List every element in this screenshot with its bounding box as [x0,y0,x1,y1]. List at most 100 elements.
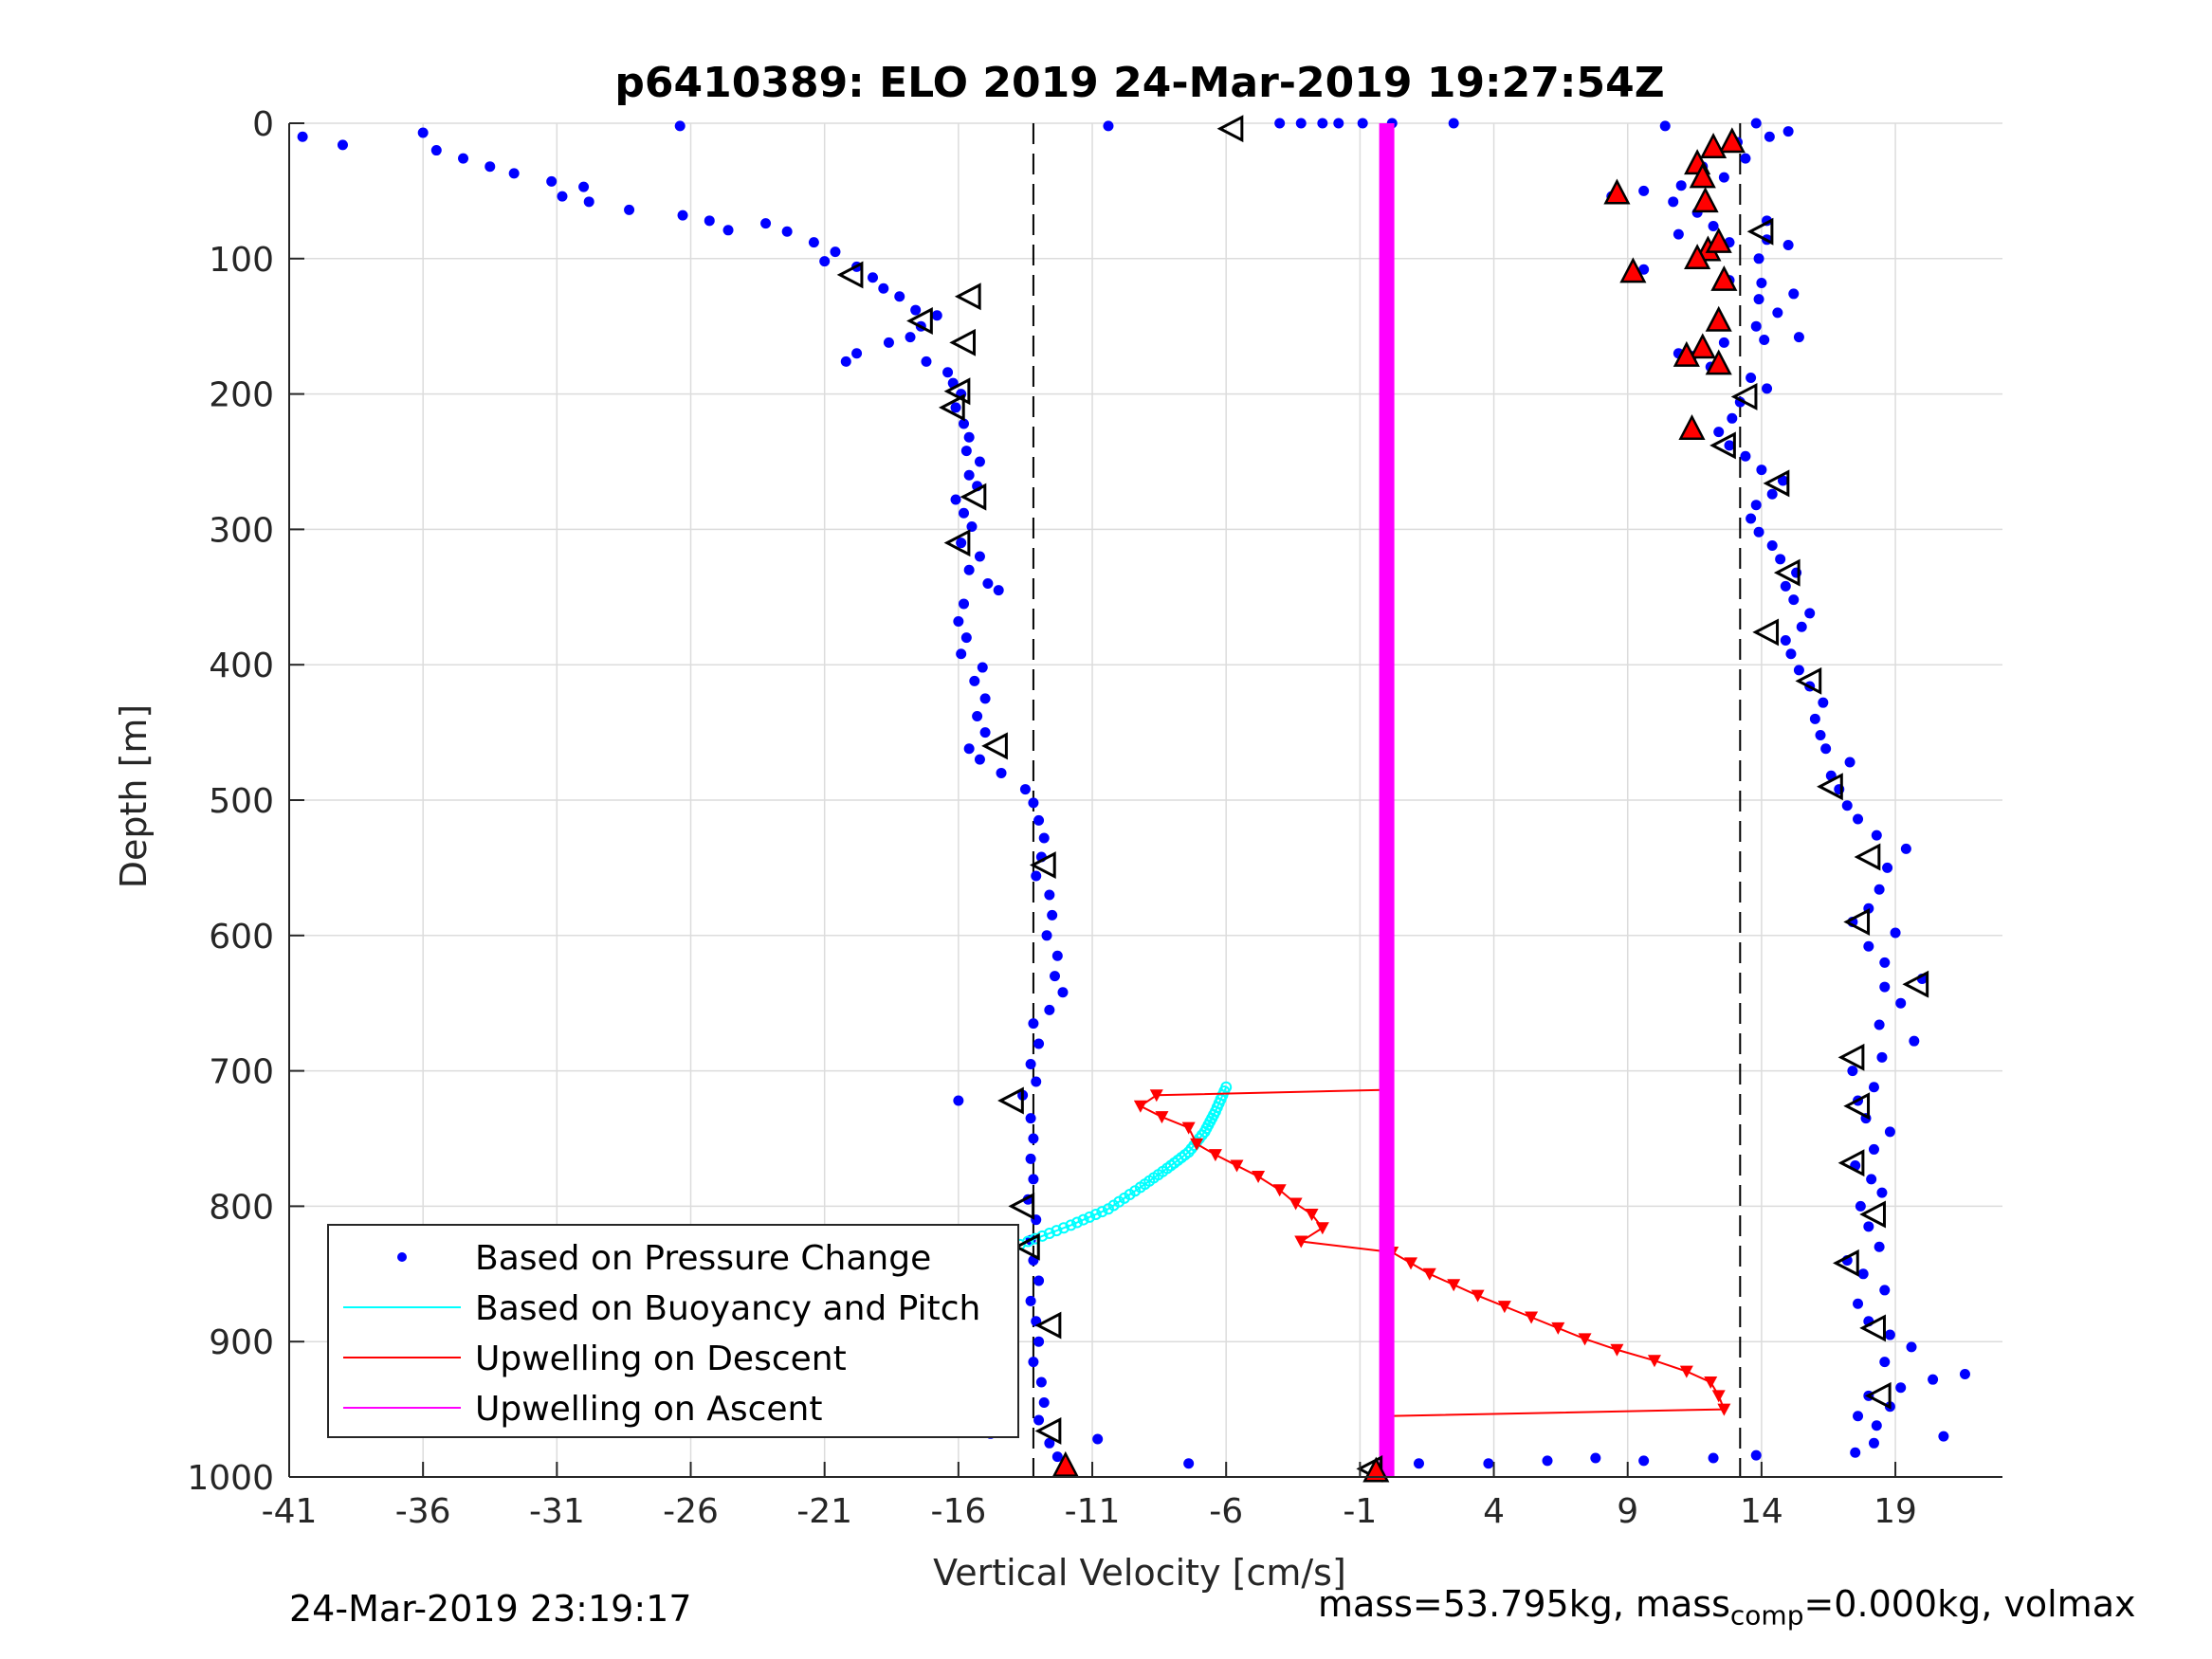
buoyancy-pitch-point [1051,1225,1063,1237]
data-layer [297,115,1970,1483]
pressure-change-point [1876,1187,1888,1198]
pressure-change-point [1033,814,1045,826]
pressure-change-point [1103,120,1114,132]
open-triangle-marker [1216,115,1244,143]
pressure-change-point [963,564,975,575]
pressure-change-point [1033,1414,1045,1426]
pressure-change-point [1019,784,1031,795]
pressure-change-point [1753,294,1764,305]
open-triangle-marker [836,261,864,289]
pressure-change-point [417,127,429,138]
pressure-change-point [1750,500,1762,511]
filled-triangle-marker [1684,244,1711,270]
pressure-change-point [1766,540,1778,552]
pressure-change-point [1959,1368,1970,1379]
pressure-change-point [1884,1329,1895,1340]
pressure-change-point [1841,800,1853,811]
filled-triangle-marker [1718,127,1746,154]
pressure-change-point [1740,153,1751,164]
pressure-change-point [1879,1357,1891,1368]
pressure-change-point [1033,1336,1045,1347]
pressure-change-point [1750,118,1762,129]
pressure-change-point [1788,594,1800,606]
filled-triangle-marker [1705,305,1732,332]
open-triangle-marker [997,1086,1024,1115]
pressure-change-point [1028,1357,1039,1368]
pressure-change-point [851,348,863,359]
upwelling-descent-marker [1181,1121,1196,1135]
pressure-change-point [1782,126,1794,137]
pressure-change-point [1876,1051,1888,1063]
filled-triangle-marker [1705,227,1732,253]
filled-triangle-marker [1700,133,1728,158]
pressure-change-point [1775,554,1786,565]
open-triangle-marker [1837,1043,1865,1071]
pressure-change-point [1038,1396,1050,1408]
open-triangle-marker [1034,1311,1062,1340]
pressure-change-point [1753,526,1764,538]
x-axis-label: Vertical Velocity [cm/s] [933,1552,1346,1594]
pressure-change-point [1740,450,1751,462]
pressure-change-point [1853,813,1864,825]
pressure-change-point [1785,648,1797,660]
pressure-change-point [1718,337,1729,348]
open-triangle-marker [943,377,971,406]
pressure-change-point [1033,1275,1045,1286]
pressure-change-point [297,131,308,142]
open-triangle-marker [1859,1200,1886,1229]
pressure-change-point [1638,185,1650,196]
x-tick-label: -16 [930,1492,986,1531]
pressure-change-point [1051,950,1063,961]
upwelling-descent-marker [1497,1301,1511,1314]
pressure-change-point [624,204,635,215]
pressure-change-point [960,446,972,457]
open-triangle-marker [1029,851,1056,880]
pressure-change-point [1871,830,1882,841]
pressure-change-point [508,168,520,179]
pressure-change-point [484,161,496,173]
pressure-change-point [337,139,348,151]
pressure-change-point [722,225,734,236]
open-triangle-marker [1730,382,1758,410]
pressure-change-point [1871,1420,1882,1431]
filled-triangle-marker [1051,1450,1079,1477]
pressure-change-point [1855,1200,1866,1212]
pressure-change-point [1874,1241,1885,1252]
filled-triangle-marker [1689,162,1716,189]
upwelling-descent-marker [1294,1235,1308,1249]
pressure-change-point [1638,1455,1650,1467]
y-tick-label: 500 [209,782,274,821]
pressure-change-point [1724,440,1735,451]
upwelling-descent-marker [1422,1267,1436,1281]
grid-lines [288,122,2002,1478]
open-triangle-marker [1854,843,1881,871]
upwelling-descent-marker [1252,1170,1266,1183]
pressure-change-point [1718,172,1729,183]
pressure-change-point [1866,1174,1877,1185]
y-axis-label: Depth [m] [113,704,155,889]
pressure-change-point [1044,1004,1055,1015]
pressure-change-point [430,145,442,156]
y-tick-label: 200 [209,376,274,415]
pressure-change-point [1809,713,1820,724]
pressure-change-point [1295,118,1307,129]
pressure-change-point [808,237,819,248]
pressure-change-point [868,272,879,283]
pressure-change-point [1025,1113,1036,1124]
pressure-change-point [1673,228,1684,240]
pressure-change-point [1675,180,1687,191]
upwelling-descent-marker [1679,1365,1693,1378]
pressure-change-point [969,675,980,686]
pressure-change-point [1850,1447,1861,1458]
x-tick-label: -1 [1343,1492,1377,1531]
x-tick-label: -6 [1209,1492,1243,1531]
pressure-change-point [1483,1458,1494,1469]
open-triangle-marker [1014,1232,1040,1261]
buoyancy-pitch-point [1102,1203,1114,1215]
pressure-change-point [1938,1431,1949,1442]
pressure-change-point [1727,412,1738,424]
open-triangle-marker [938,393,965,422]
filled-triangle-marker [1689,333,1716,359]
pressure-change-point [1025,1058,1036,1069]
pressure-change-point [1746,513,1757,524]
